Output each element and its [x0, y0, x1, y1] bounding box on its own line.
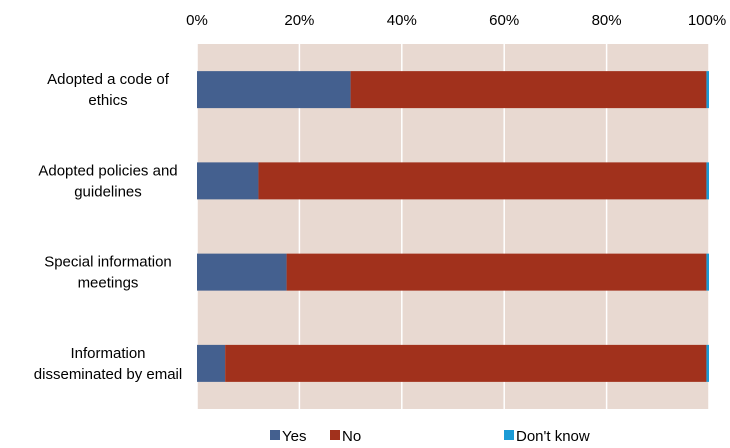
- legend-label: Yes: [282, 428, 306, 445]
- legend-label: Don't know: [516, 428, 590, 445]
- legend: Yes No Don't know: [270, 428, 590, 445]
- x-tick-label: 80%: [592, 12, 622, 29]
- legend-swatch: [504, 430, 514, 440]
- x-tick-label: 40%: [387, 12, 417, 29]
- bar-don-t-know: [706, 71, 709, 109]
- category-label: meetings: [78, 275, 139, 292]
- bar-yes: [197, 162, 259, 200]
- category-label: guidelines: [74, 183, 142, 200]
- bar-don-t-know: [706, 162, 709, 200]
- bar-no: [258, 162, 707, 200]
- bar-don-t-know: [706, 344, 709, 382]
- legend-swatch: [270, 430, 280, 440]
- category-label: ethics: [88, 92, 127, 109]
- x-tick-label: 100%: [688, 12, 726, 29]
- category-label: Adopted a code of: [47, 71, 170, 88]
- category-label: Adopted policies and: [38, 162, 177, 179]
- bar-yes: [197, 344, 226, 382]
- legend-swatch: [330, 430, 340, 440]
- bar-don-t-know: [706, 253, 709, 291]
- category-label: Special information: [44, 254, 172, 271]
- x-tick-label: 0%: [186, 12, 208, 29]
- bar-no: [225, 344, 707, 382]
- bar-no: [286, 253, 707, 291]
- bar-yes: [197, 253, 287, 291]
- x-tick-label: 60%: [489, 12, 519, 29]
- category-label: disseminated by email: [34, 366, 182, 383]
- bar-yes: [197, 71, 351, 109]
- x-axis-ticks: 0% 20% 40% 60% 80% 100%: [186, 12, 726, 29]
- category-labels: Adopted a code of ethics Adopted policies …: [34, 71, 182, 383]
- category-label: Information: [70, 345, 145, 362]
- bars: [197, 71, 709, 382]
- x-tick-label: 20%: [284, 12, 314, 29]
- legend-label: No: [342, 428, 361, 445]
- bar-no: [350, 71, 707, 109]
